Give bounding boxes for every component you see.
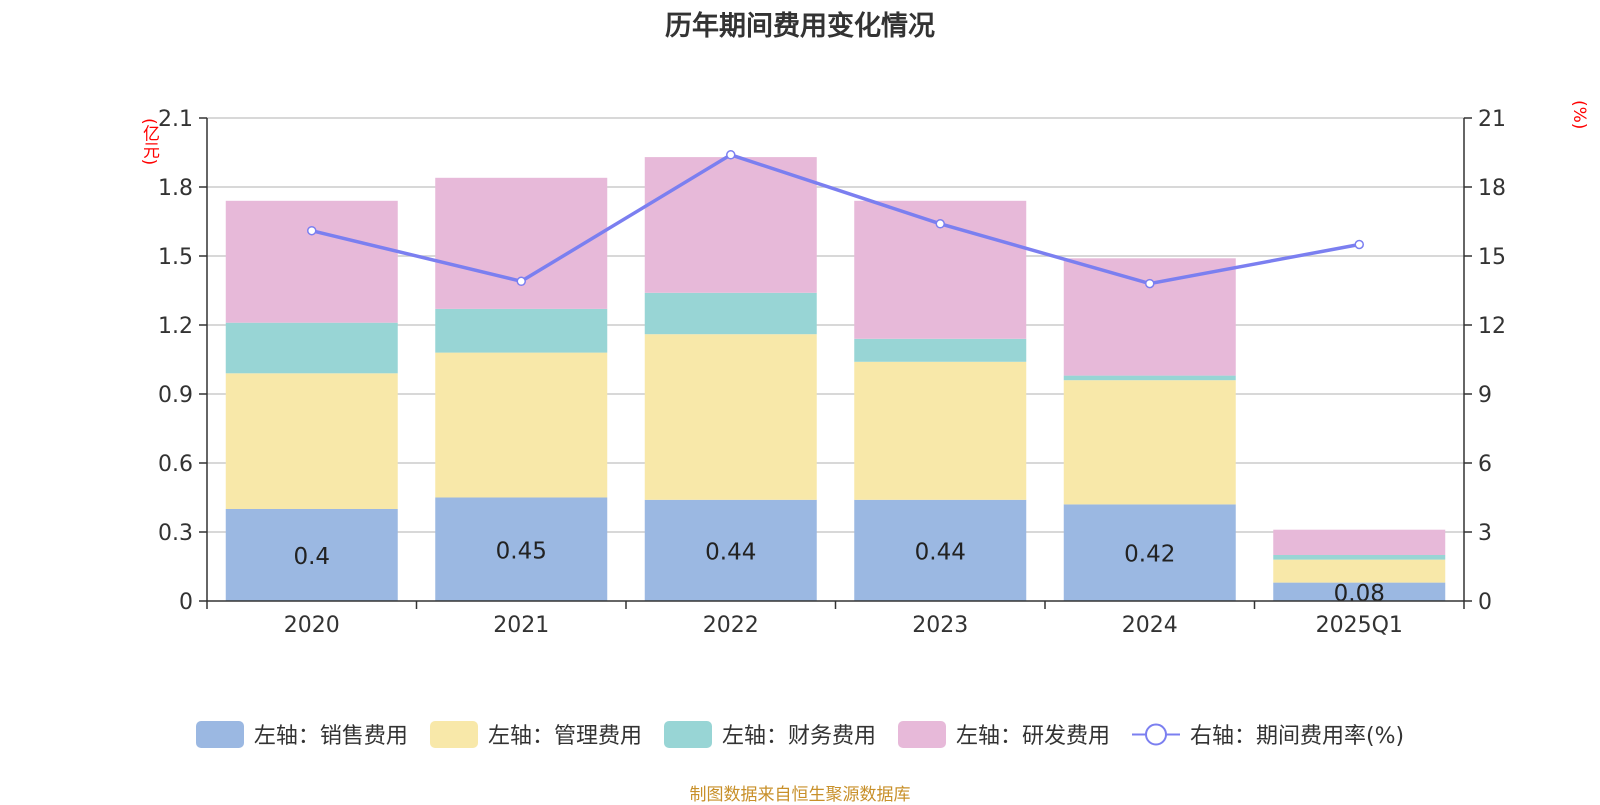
- expense-rate-point: [935, 219, 945, 229]
- bar-data-label: 0.42: [1124, 542, 1175, 568]
- bar-segment: [435, 352, 608, 498]
- bar-segment: [1273, 529, 1446, 555]
- bar-segment: [1063, 504, 1236, 601]
- bar-segment: [1063, 375, 1236, 381]
- expense-rate-point: [1145, 278, 1155, 289]
- left-axis-tick-label: 1.8: [158, 176, 193, 201]
- bar-segment: [1273, 555, 1446, 560]
- bar-segment: [435, 497, 608, 601]
- legend-swatch-sales: [195, 720, 244, 748]
- right-axis-tick-label: 6: [1478, 452, 1492, 477]
- right-axis-tick-label: 15: [1478, 245, 1506, 270]
- bar-segment: [1063, 380, 1236, 505]
- bar-segment: [854, 361, 1027, 500]
- legend-item-rnd[interactable]: 左轴：研发费用: [897, 718, 1110, 750]
- legend-label-expense-rate: 右轴：期间费用率(%): [1189, 724, 1405, 749]
- x-axis-tick-label: 2022: [703, 613, 759, 638]
- legend-line-marker-icon: [1131, 723, 1180, 745]
- left-axis-tick-label: 0: [179, 590, 193, 615]
- right-axis-tick-label: 0: [1478, 590, 1492, 615]
- legend-label-admin: 左轴：管理费用: [487, 724, 642, 749]
- bar-segment: [644, 499, 817, 601]
- expense-rate-point: [1354, 239, 1364, 250]
- bar-segment: [225, 509, 398, 601]
- right-axis-tick-label: 21: [1478, 107, 1506, 132]
- right-axis-tick-label: 3: [1478, 521, 1492, 546]
- legend-item-admin[interactable]: 左轴：管理费用: [429, 718, 642, 750]
- bar-data-label: 0.4: [293, 544, 330, 570]
- expense-rate-point: [516, 276, 526, 287]
- bar-segment: [854, 499, 1027, 601]
- legend-label-sales: 左轴：销售费用: [253, 724, 408, 749]
- expense-rate-point: [726, 150, 736, 160]
- x-axis-tick-label: 2025Q1: [1316, 613, 1403, 638]
- right-axis-tick-label: 18: [1478, 176, 1506, 201]
- legend-swatch-finance: [663, 720, 712, 748]
- left-axis-tick-label: 0.3: [158, 521, 193, 546]
- legend-item-sales[interactable]: 左轴：销售费用: [195, 718, 408, 750]
- bar-segment: [1273, 582, 1446, 601]
- x-axis-tick-label: 2021: [493, 613, 549, 638]
- bar-segment: [854, 338, 1027, 362]
- expense-rate-point: [307, 225, 317, 236]
- x-axis-tick-label: 2020: [284, 613, 340, 638]
- legend-item-finance[interactable]: 左轴：财务费用: [663, 718, 876, 750]
- bar-segment: [644, 334, 817, 500]
- right-axis-unit: (%): [1569, 100, 1589, 130]
- bar-segment: [435, 308, 608, 353]
- left-axis-unit: (亿元): [139, 118, 159, 166]
- x-axis-tick-label: 2024: [1122, 613, 1178, 638]
- bar-segment: [1063, 258, 1236, 376]
- left-axis-tick-label: 1.2: [158, 314, 193, 339]
- x-axis-tick-label: 2023: [912, 613, 968, 638]
- right-axis-tick-label: 9: [1478, 383, 1492, 408]
- legend-swatch-admin: [429, 720, 478, 748]
- bar-data-label: 0.44: [915, 539, 966, 565]
- bar-data-label: 0.45: [496, 538, 547, 564]
- legend-label-rnd: 左轴：研发费用: [955, 724, 1110, 749]
- bar-segment: [435, 177, 608, 309]
- left-axis-tick-label: 0.9: [158, 383, 193, 408]
- right-axis-tick-label: 12: [1478, 314, 1506, 339]
- expense-rate-line: [311, 152, 1360, 286]
- left-axis-tick-label: 0.6: [158, 452, 193, 477]
- legend-swatch-rnd: [897, 720, 946, 748]
- bar-segment: [644, 292, 817, 335]
- bar-data-label: 0.44: [705, 539, 756, 565]
- bar-segment: [644, 157, 817, 293]
- bar-data-label: 0.08: [1334, 581, 1385, 607]
- legend-label-finance: 左轴：财务费用: [721, 724, 876, 749]
- bar-segment: [225, 322, 398, 374]
- bar-segment: [225, 200, 398, 323]
- legend-item-expense-rate[interactable]: 右轴：期间费用率(%): [1131, 718, 1405, 750]
- source-note: 制图数据来自恒生聚源数据库: [689, 785, 911, 805]
- bar-segment: [1273, 559, 1446, 583]
- chart-title: 历年期间费用变化情况: [665, 11, 935, 42]
- left-axis-tick-label: 1.5: [158, 245, 193, 270]
- bar-segment: [225, 373, 398, 509]
- legend: 左轴：销售费用 左轴：管理费用 左轴：财务费用 左轴：研发费用 右轴：期间费用率…: [0, 718, 1600, 750]
- left-axis-tick-label: 2.1: [158, 107, 193, 132]
